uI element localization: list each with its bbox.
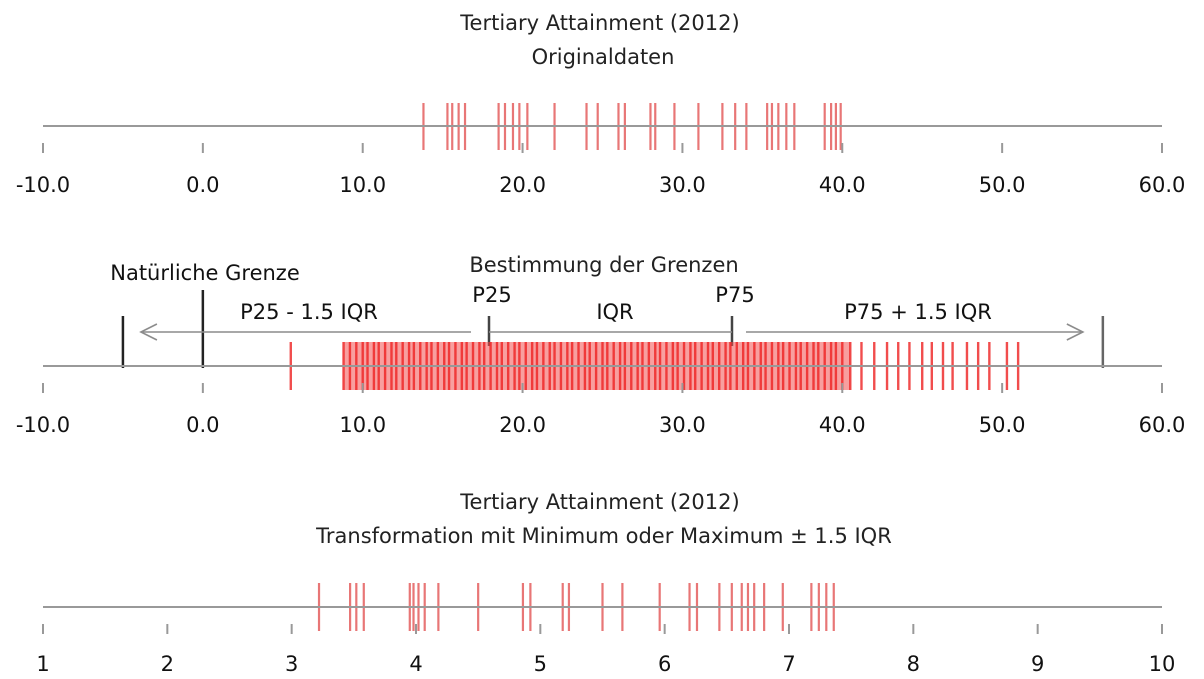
tick-label: 20.0: [499, 413, 546, 437]
tick-label: 10.0: [339, 413, 386, 437]
upper-limit-label: P75 + 1.5 IQR: [844, 300, 992, 324]
panel-transformed-data: Tertiary Attainment (2012) Transformatio…: [36, 490, 1175, 676]
tick-label: 6: [658, 652, 671, 676]
tick-label: 5: [534, 652, 547, 676]
panel3-subtitle: Transformation mit Minimum oder Maximum …: [315, 524, 892, 548]
panel-original-data: Tertiary Attainment (2012) Originaldaten…: [16, 11, 1186, 197]
tick-label: 10: [1149, 652, 1176, 676]
tick-label: 8: [907, 652, 920, 676]
upper-arrowhead: [1066, 323, 1085, 341]
tick-label: 7: [782, 652, 795, 676]
tick-label: 30.0: [659, 173, 706, 197]
panel1-ticks: -10.0 0.0 10.0 20.0 30.0 40.0 50.0 60.0: [16, 143, 1186, 197]
panel3-title: Tertiary Attainment (2012): [459, 490, 739, 514]
panel1-title: Tertiary Attainment (2012): [459, 11, 739, 35]
tick-label: 4: [409, 652, 422, 676]
lower-arrowhead: [139, 323, 158, 341]
tick-label: 10.0: [339, 173, 386, 197]
tick-label: 30.0: [659, 413, 706, 437]
natural-limit-label: Natürliche Grenze: [110, 261, 300, 285]
tick-label: 2: [161, 652, 174, 676]
panel2-ticks: -10.0 0.0 10.0 20.0 30.0 40.0 50.0 60.0: [16, 383, 1186, 437]
tick-label: 40.0: [819, 413, 866, 437]
panel2-title: Bestimmung der Grenzen: [469, 253, 738, 277]
tick-label: -10.0: [16, 413, 70, 437]
tick-label: 3: [285, 652, 298, 676]
tick-label: 40.0: [819, 173, 866, 197]
tick-label: -10.0: [16, 173, 70, 197]
tick-label: 60.0: [1139, 413, 1186, 437]
tick-label: 1: [36, 652, 49, 676]
tick-label: 0.0: [186, 413, 219, 437]
tick-label: 50.0: [979, 413, 1026, 437]
p25-label: P25: [472, 283, 511, 307]
panel-limit-determination: Bestimmung der Grenzen Natürliche Grenze…: [16, 253, 1186, 437]
tick-label: 50.0: [979, 173, 1026, 197]
panel1-subtitle: Originaldaten: [532, 45, 675, 69]
tick-label: 60.0: [1139, 173, 1186, 197]
tick-label: 20.0: [499, 173, 546, 197]
panel3-ticks: 1 2 3 4 5 6 7 8 9 10: [36, 624, 1175, 676]
tick-label: 9: [1031, 652, 1044, 676]
p75-label: P75: [715, 283, 754, 307]
iqr-label: IQR: [596, 300, 633, 324]
tick-label: 0.0: [186, 173, 219, 197]
panel2-annotation-lines: [121, 290, 1105, 368]
lower-limit-label: P25 - 1.5 IQR: [240, 300, 378, 324]
